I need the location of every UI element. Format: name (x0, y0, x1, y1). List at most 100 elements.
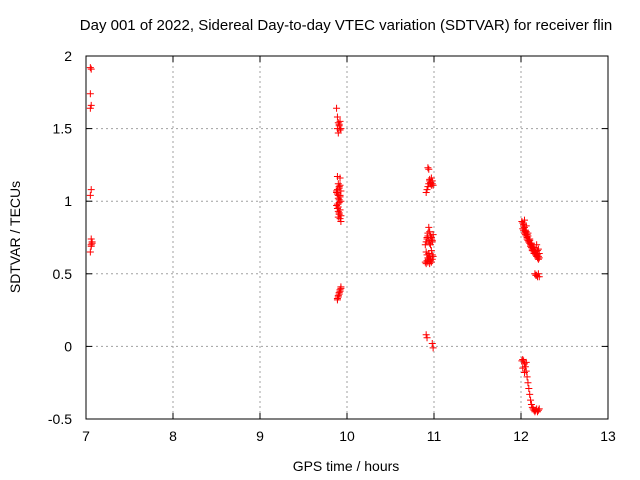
data-point (423, 235, 431, 243)
data-point (427, 258, 435, 266)
data-point (333, 113, 341, 121)
data-point (334, 203, 342, 211)
data-point (335, 290, 343, 298)
data-point (534, 406, 542, 414)
data-point (524, 236, 532, 244)
data-point (427, 174, 435, 182)
data-point (334, 119, 342, 127)
data-point (519, 355, 527, 363)
chart-title: Day 001 of 2022, Sidereal Day-to-day VTE… (80, 17, 612, 34)
data-point (428, 339, 436, 347)
data-point (333, 188, 341, 196)
data-point (88, 238, 96, 246)
data-point (427, 234, 435, 241)
data-point (535, 273, 543, 281)
data-point (87, 241, 95, 249)
data-point (534, 245, 542, 253)
data-point (429, 181, 437, 189)
data-point (424, 232, 432, 240)
data-points (86, 64, 543, 416)
data-point (426, 260, 434, 268)
data-point (526, 235, 534, 243)
data-point (520, 369, 528, 377)
data-point (86, 104, 94, 112)
data-point (529, 244, 537, 252)
data-point (426, 175, 434, 183)
data-point (427, 241, 435, 249)
y-tick-label: 2 (64, 48, 72, 64)
data-point (335, 120, 343, 128)
data-point (429, 231, 437, 239)
data-point (336, 287, 344, 295)
data-point (427, 247, 435, 255)
data-point (522, 367, 530, 375)
data-point (334, 293, 342, 301)
data-point (336, 215, 344, 223)
data-point (428, 236, 436, 244)
data-point (336, 206, 344, 214)
data-point (336, 174, 344, 182)
data-point (334, 191, 342, 199)
x-tick-label: 9 (256, 428, 264, 444)
data-point (532, 251, 540, 259)
y-tick-label: 1.5 (53, 121, 73, 137)
data-point (427, 257, 435, 265)
data-point (86, 90, 94, 98)
data-point (333, 200, 341, 208)
x-axis-label: GPS time / hours (293, 458, 400, 474)
data-point (87, 186, 95, 194)
data-point (86, 248, 94, 256)
data-point (86, 191, 94, 199)
data-point (334, 129, 342, 137)
x-tick-labels: 7 8 9 10 11 12 13 (82, 428, 616, 444)
data-point (337, 212, 345, 220)
data-point (519, 364, 527, 372)
data-point (534, 270, 542, 278)
data-point (523, 373, 531, 381)
data-point (422, 188, 430, 196)
data-point (337, 125, 345, 133)
data-point (524, 379, 532, 387)
data-point (86, 64, 94, 72)
data-point (522, 222, 530, 230)
data-point (87, 65, 95, 73)
data-point (425, 223, 433, 231)
data-point (526, 390, 534, 398)
data-point (422, 331, 430, 339)
y-axis-label: SDTVAR / TECUs (7, 181, 23, 293)
data-point (424, 164, 432, 172)
data-point (534, 254, 542, 262)
data-point (535, 249, 543, 257)
x-tick-label: 8 (169, 428, 177, 444)
data-point (335, 209, 343, 217)
data-point (333, 104, 341, 112)
axis-ticks (85, 55, 609, 420)
data-point (522, 232, 530, 240)
x-tick-label: 11 (427, 428, 442, 444)
data-point (425, 165, 433, 173)
x-tick-label: 10 (339, 428, 355, 444)
data-point (333, 202, 341, 210)
data-point (535, 405, 543, 413)
x-tick-label: 13 (600, 428, 616, 444)
y-tick-label: 0.5 (53, 266, 73, 282)
y-tick-label: 1 (64, 193, 72, 209)
data-point (534, 255, 542, 263)
data-point (333, 296, 341, 304)
y-tick-label: 0 (64, 338, 72, 354)
data-point (337, 197, 345, 205)
data-point (87, 101, 95, 109)
data-point (534, 408, 542, 416)
data-point (520, 360, 528, 368)
data-point (522, 358, 530, 366)
data-point (428, 255, 436, 263)
data-point (337, 187, 345, 195)
data-point (527, 239, 535, 247)
data-point (527, 396, 535, 404)
data-point (531, 247, 539, 255)
data-point (423, 334, 431, 342)
x-tick-label: 12 (513, 428, 529, 444)
data-point (426, 228, 434, 236)
